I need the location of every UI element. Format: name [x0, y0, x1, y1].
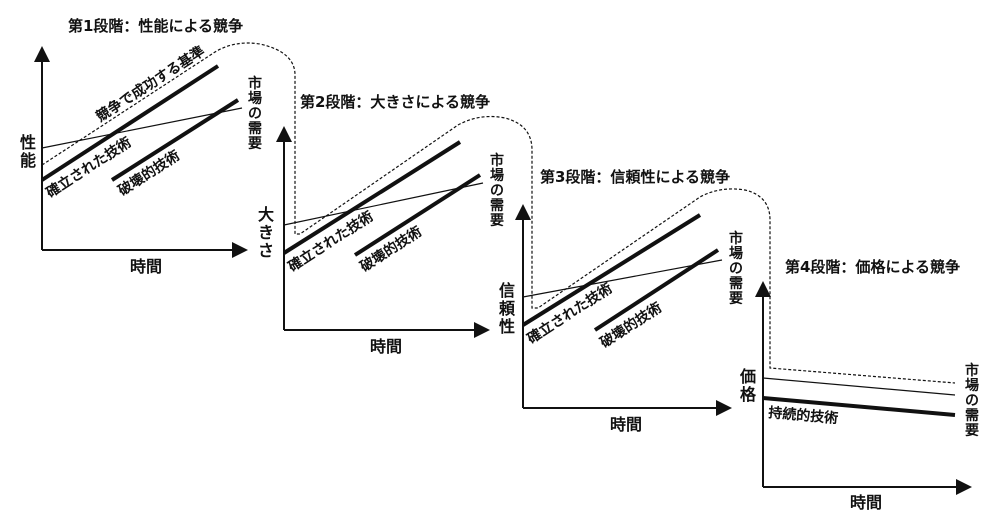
disruptive-tech-line — [593, 248, 720, 332]
success-standard-path — [41, 42, 956, 384]
market-demand-line — [522, 259, 723, 298]
stage-title: 第1段階：性能による競争 — [68, 17, 243, 35]
stage-3: 第3段階：信頼性による競争 信頼性 時間 確立された技術 破壊的技術 市場の需要 — [499, 168, 743, 434]
market-demand-line — [283, 182, 484, 226]
established-tech-line — [521, 213, 702, 327]
established-tech-line — [282, 140, 462, 255]
y-axis-label: 性能 — [20, 133, 36, 170]
market-demand-line — [41, 107, 243, 149]
market-demand-label: 市場の需要 — [729, 230, 743, 307]
sustaining-tech-line — [762, 396, 956, 417]
x-axis-label: 時間 — [370, 337, 402, 356]
established-tech-line — [40, 64, 220, 182]
market-demand-line — [762, 377, 956, 396]
stage-title: 第2段階：大きさによる競争 — [300, 93, 490, 111]
x-axis-label: 時間 — [130, 257, 162, 276]
stage-title: 第3段階：信頼性による競争 — [540, 168, 730, 186]
y-axis-label: 大きさ — [258, 205, 274, 260]
market-demand-label: 市場の需要 — [965, 362, 979, 439]
stage-1: 第1段階：性能による競争 性能 時間 確立された技術 破壊的技術 競争で成功する… — [20, 17, 262, 276]
stage-title: 第4段階：価格による競争 — [785, 258, 960, 276]
x-axis-label: 時間 — [850, 493, 882, 512]
x-axis-label: 時間 — [610, 415, 642, 434]
disruptive-tech-line — [353, 173, 482, 257]
sustaining-tech-label: 持続的技術 — [768, 404, 839, 427]
y-axis-label: 価格 — [739, 367, 757, 404]
stage-4: 第4段階：価格による競争 価格 時間 持続的技術 市場の需要 — [739, 258, 979, 512]
disruptive-tech-line — [110, 98, 240, 182]
y-axis-label: 信頼性 — [499, 281, 516, 336]
market-demand-label: 市場の需要 — [490, 152, 504, 229]
market-demand-label: 市場の需要 — [248, 75, 262, 152]
